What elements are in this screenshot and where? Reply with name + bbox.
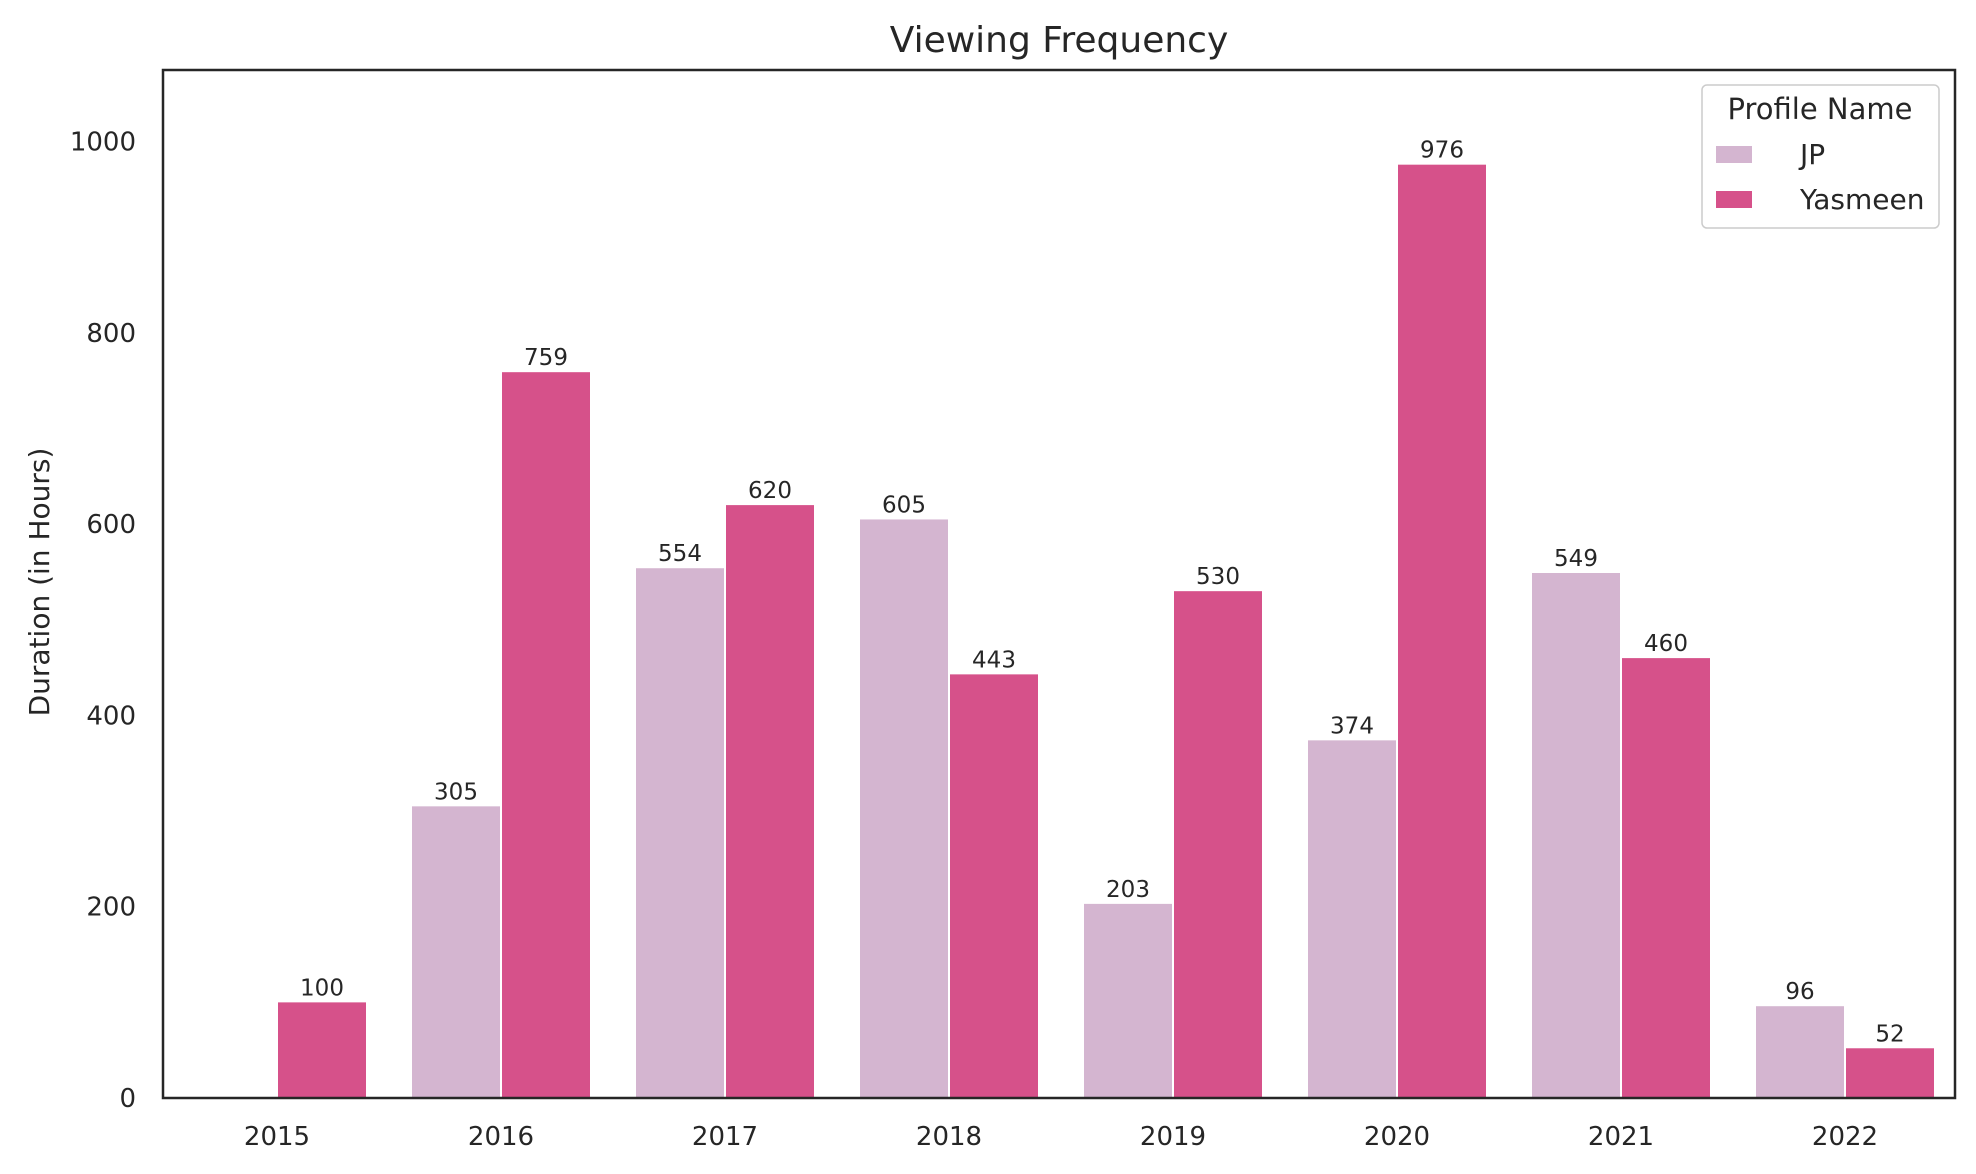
bar-label-group: 305 554 605 203 374 549 96 100 759 620 443 530 976 46…: [300, 138, 1905, 1048]
bar-yasmeen-2020: [1398, 164, 1486, 1098]
bar-value-label: 305: [434, 779, 478, 805]
x-tick-label: 2021: [1588, 1122, 1654, 1152]
bar-value-label: 605: [882, 492, 926, 518]
y-tick-label: 200: [86, 893, 136, 923]
y-tick-label: 600: [86, 510, 136, 540]
bar-jp-2016: [412, 806, 500, 1098]
y-tick-label: 800: [86, 319, 136, 349]
legend-label-jp: JP: [1798, 138, 1825, 171]
bar-value-label: 549: [1554, 546, 1598, 572]
y-axis-label: Duration (in Hours): [23, 448, 56, 717]
bar-value-label: 52: [1875, 1021, 1904, 1047]
legend-swatch-yasmeen: [1716, 191, 1752, 208]
y-tick-label: 0: [119, 1084, 136, 1114]
x-tick-label: 2015: [244, 1122, 310, 1152]
bar-yasmeen-2018: [950, 674, 1038, 1098]
x-tick-label: 2019: [1140, 1122, 1206, 1152]
x-tick-label: 2016: [468, 1122, 534, 1152]
legend-title: Profile Name: [1728, 92, 1913, 126]
legend-label-yasmeen: Yasmeen: [1799, 183, 1924, 216]
bar-value-label: 443: [972, 647, 1016, 673]
bar-value-label: 203: [1106, 877, 1150, 903]
bar-jp-2018: [860, 519, 948, 1098]
bar-value-label: 374: [1330, 713, 1374, 739]
bar-jp-2017: [636, 568, 724, 1098]
x-tick-label: 2018: [916, 1122, 982, 1152]
bar-value-label: 96: [1785, 979, 1814, 1005]
y-tick-group: 0 200 400 600 800 1000: [70, 128, 136, 1114]
bar-yasmeen-2022: [1846, 1048, 1934, 1098]
bar-yasmeen-2017: [726, 505, 814, 1099]
bar-value-label: 530: [1196, 564, 1240, 590]
y-tick-label: 400: [86, 701, 136, 731]
bar-value-label: 976: [1420, 138, 1464, 164]
legend-frame: [1701, 84, 1940, 229]
bar-yasmeen-2015: [278, 1002, 366, 1098]
plot-frame: [161, 68, 1957, 1100]
bar-value-label: 100: [300, 975, 344, 1001]
x-tick-group: 2015 2016 2017 2018 2019 2020 2021 2022: [244, 1122, 1878, 1152]
legend-swatch-jp: [1716, 146, 1752, 163]
bar-value-label: 554: [658, 541, 702, 567]
bar-value-label: 759: [524, 345, 568, 371]
bar-jp-2022: [1756, 1006, 1844, 1098]
bar-group: [278, 164, 1934, 1099]
legend: Profile Name JP Yasmeen: [1701, 84, 1940, 229]
x-tick-label: 2017: [692, 1122, 758, 1152]
bar-value-label: 620: [748, 478, 792, 504]
y-tick-label: 1000: [70, 128, 136, 158]
bar-yasmeen-2019: [1174, 591, 1262, 1098]
x-tick-label: 2020: [1364, 1122, 1430, 1152]
chart-title: Viewing Frequency: [890, 20, 1229, 61]
bar-value-label: 460: [1644, 631, 1688, 657]
bar-jp-2020: [1308, 740, 1396, 1098]
bar-jp-2019: [1084, 903, 1172, 1098]
bar-jp-2021: [1532, 573, 1620, 1098]
bar-yasmeen-2016: [502, 372, 590, 1098]
x-tick-label: 2022: [1812, 1122, 1878, 1152]
bar-yasmeen-2021: [1622, 658, 1710, 1098]
